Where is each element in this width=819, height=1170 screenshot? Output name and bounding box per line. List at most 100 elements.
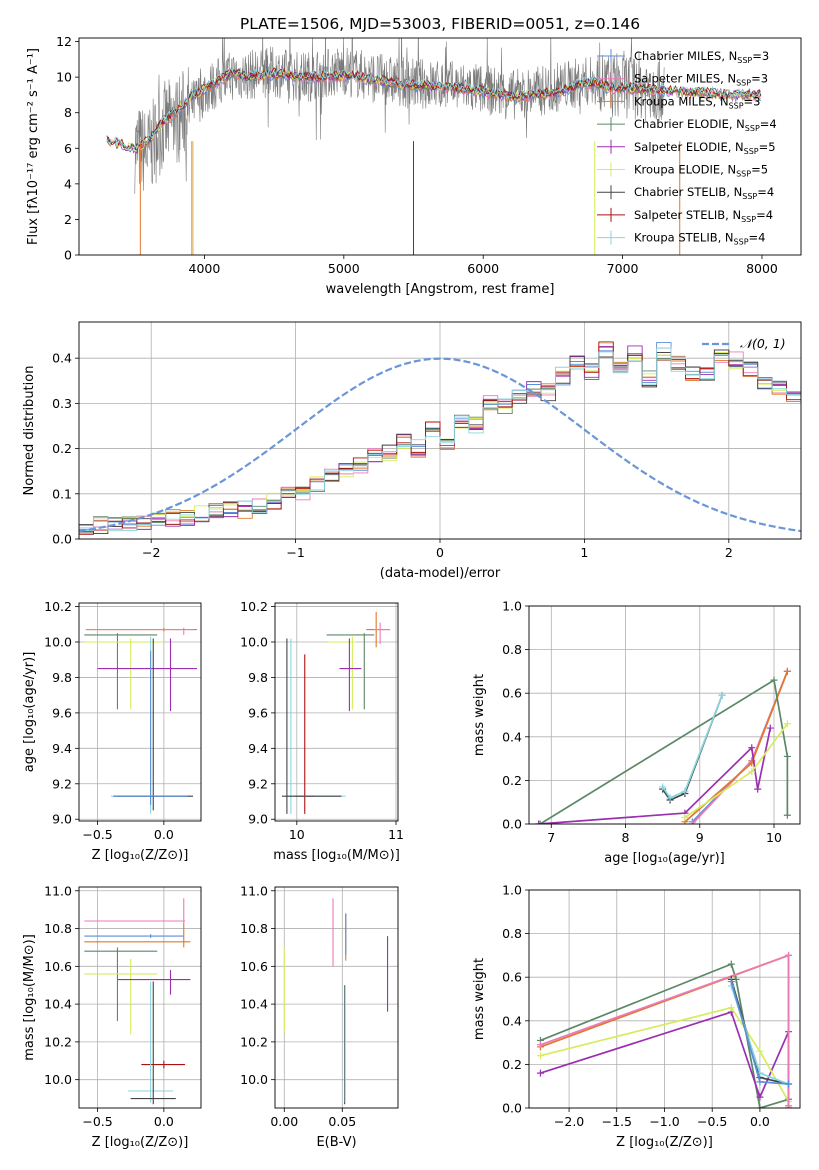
y-tick-label: 9.0: [248, 812, 268, 827]
x-tick-label: 0.0: [154, 827, 174, 842]
x-tick-label: −2: [142, 545, 160, 560]
x-tick-label: −1.5: [602, 1114, 632, 1129]
y-tick-label: 4: [64, 176, 72, 191]
legend-subscript: SSP: [742, 192, 757, 201]
histogram-step: [79, 355, 801, 539]
x-tick-label: 5000: [328, 261, 360, 276]
legend-suffix: =3: [752, 49, 769, 63]
y-tick-label: 0.2: [52, 441, 72, 456]
y-tick-label: 0.4: [52, 351, 72, 366]
legend-subscript: SSP: [744, 147, 759, 156]
x-axis-label: mass [log₁₀(M/M⊙)]: [273, 848, 400, 863]
panel-spectrum: 4000 5000 6000 7000 8000 0 2 4 6 8 10 12 wavelength …: [26, 34, 802, 297]
weight-marker: [681, 787, 689, 795]
panel-massweight_vs_Z: −2.0 −1.5 −1.0 −0.5 0.0 0.0 0.2 0.4 0.6 0.8 1.0 Z […: [472, 883, 801, 1150]
weight-line: [691, 671, 789, 823]
weight-marker: [756, 1104, 764, 1108]
weight-line: [684, 723, 789, 819]
x-tick-label: 11: [388, 827, 404, 842]
weight-marker: [681, 813, 689, 821]
y-tick-label: 0.4: [502, 729, 522, 744]
weight-line: [539, 678, 789, 824]
legend-label: 𝒩(0, 1): [740, 336, 786, 351]
weight-marker: [727, 960, 735, 968]
legend-subscript: SSP: [736, 170, 751, 179]
y-tick-label: 0.3: [52, 396, 72, 411]
legend-subscript: SSP: [745, 124, 760, 133]
legend-label: Chabrier STELIB, NSSP=4: [634, 185, 774, 201]
weight-marker: [666, 794, 674, 802]
legend-label: Chabrier ELODIE, NSSP=4: [634, 117, 777, 133]
x-tick-label: −1.0: [649, 1114, 679, 1129]
y-tick-label: 9.2: [248, 776, 268, 791]
weight-line: [661, 695, 723, 799]
plot-area: [281, 611, 391, 814]
y-tick-label: 8: [64, 105, 72, 120]
x-axis-label: age [log₁₀(age/yr)]: [604, 851, 725, 866]
x-tick-label: 7: [547, 830, 555, 845]
y-tick-label: 10.0: [44, 634, 72, 649]
weight-marker: [727, 1004, 735, 1012]
weight-line: [691, 671, 789, 824]
x-tick-label: −0.5: [82, 1114, 112, 1129]
y-tick-label: 9.6: [248, 705, 268, 720]
weight-marker: [783, 752, 791, 760]
x-axis-label: (data-model)/error: [380, 566, 501, 581]
x-tick-label: −1: [286, 545, 304, 560]
spectrum-model-line: [106, 67, 762, 151]
y-tick-label: 0.8: [502, 926, 522, 941]
x-tick-label: 0.0: [154, 1114, 174, 1129]
x-tick-label: 0.0: [750, 1114, 770, 1129]
y-tick-label: 10: [56, 70, 72, 85]
y-axis-label: mass weight: [472, 958, 487, 1040]
panel-mass_vs_Z: −0.5 0.0 10.0 10.2 10.4 10.6 10.8 11.0 Z [log₁₀(…: [22, 883, 202, 1150]
y-tick-label: 10.8: [240, 921, 268, 936]
weight-marker: [783, 667, 791, 675]
x-tick-label: −0.5: [697, 1114, 727, 1129]
axes-frame: [78, 321, 802, 540]
y-tick-label: 10.2: [240, 1034, 268, 1049]
weight-marker: [785, 1080, 793, 1088]
axes-frame: [528, 889, 801, 1109]
panel-mass_vs_ebv: 0.00 0.05 10.0 10.2 10.4 10.6 10.8 11.0 E(B-V): [240, 883, 399, 1150]
weight-marker: [766, 724, 774, 732]
weight-line: [684, 671, 789, 823]
legend-suffix: =5: [759, 140, 776, 154]
legend-suffix: =4: [756, 208, 773, 222]
legend-subscript: SSP: [737, 56, 752, 65]
y-tick-label: 0.6: [502, 970, 522, 985]
plot-area: [84, 898, 191, 1105]
weight-marker: [783, 720, 791, 728]
y-tick-label: 10.4: [44, 997, 72, 1012]
legend-label: Salpeter STELIB, NSSP=4: [634, 208, 773, 224]
panel-age_vs_mass: 10 11 9.0 9.2 9.4 9.6 9.8 10.0 10.2 mass [log₁₀(M…: [240, 599, 404, 863]
x-tick-label: 9: [696, 830, 704, 845]
legend-label: Chabrier MILES, NSSP=3: [634, 49, 769, 65]
y-tick-label: 9.6: [52, 705, 72, 720]
x-tick-label: 1: [580, 545, 588, 560]
y-tick-label: 10.6: [240, 959, 268, 974]
weight-marker: [748, 768, 756, 776]
weight-marker: [785, 1104, 793, 1108]
y-tick-label: 0.2: [502, 1057, 522, 1072]
legend-subscript: SSP: [734, 238, 749, 247]
x-axis-label: Z [log₁₀(Z/Z⊙)]: [92, 1135, 189, 1150]
y-tick-label: 12: [56, 34, 72, 49]
spectrum-data-line: [134, 38, 665, 194]
y-tick-label: 1.0: [502, 883, 522, 898]
panel-residual_histogram: −2 −1 0 1 2 0.0 0.1 0.2 0.3 0.4 (data-model)/error…: [22, 321, 802, 581]
legend-label: Salpeter MILES, NSSP=3: [634, 72, 768, 88]
y-axis-label: Flux [fλ10⁻¹⁷ erg cm⁻² s⁻¹ A⁻¹]: [26, 48, 41, 245]
legend-subscript: SSP: [736, 79, 751, 88]
legend-suffix: =3: [751, 72, 768, 86]
plot-area: [536, 951, 793, 1108]
legend-suffix: =4: [760, 117, 777, 131]
y-tick-label: 9.0: [52, 812, 72, 827]
y-tick-label: 9.4: [248, 741, 268, 756]
x-tick-label: −0.5: [82, 827, 112, 842]
weight-marker: [535, 820, 543, 824]
x-axis-label: Z [log₁₀(Z/Z⊙)]: [616, 1135, 713, 1150]
weight-marker: [770, 676, 778, 684]
y-tick-label: 10.2: [44, 599, 72, 614]
axes-frame: [78, 37, 802, 256]
